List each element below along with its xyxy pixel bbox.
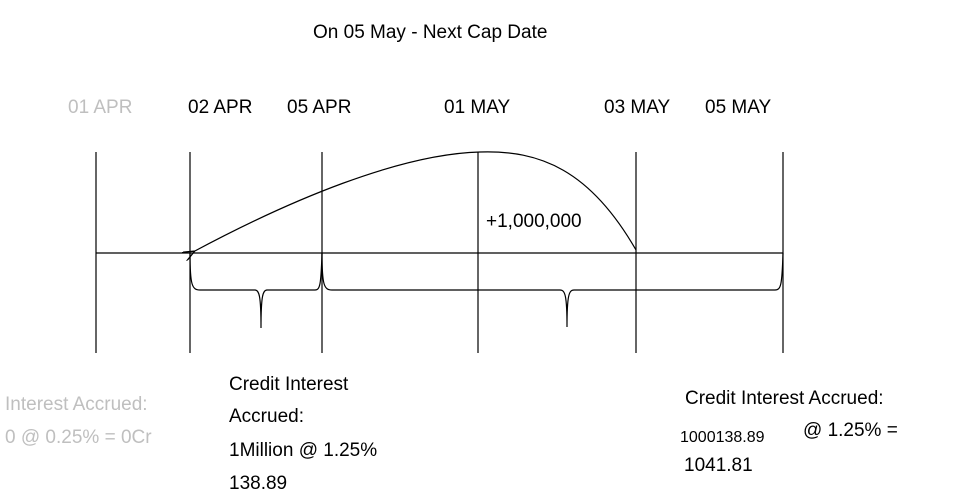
second-period-note-amount: 1000138.89 (680, 429, 765, 446)
brace-second-period (321, 252, 784, 328)
faded-note-line1: Interest Accrued: (5, 394, 148, 415)
second-period-note-result: 1041.81 (684, 455, 753, 476)
date-label-02-apr: 02 APR (188, 97, 253, 118)
first-period-note-line1: Credit Interest (229, 374, 349, 395)
faded-note-line2: 0 @ 0.25% = 0Cr (5, 427, 152, 448)
second-period-note-line1: Credit Interest Accrued: (685, 388, 884, 409)
diagram-title: On 05 May - Next Cap Date (313, 22, 548, 43)
brace-first-period (189, 252, 323, 329)
first-period-note-line4: 138.89 (229, 473, 288, 494)
date-label-01-may: 01 MAY (444, 97, 511, 118)
date-label-05-may: 05 MAY (705, 97, 772, 118)
date-label-05-apr: 05 APR (287, 97, 352, 118)
second-period-note-rate: @ 1.25% = (803, 420, 898, 441)
first-period-note-line2: Accrued: (229, 406, 304, 427)
first-period-note-line3: 1Million @ 1.25% (229, 440, 378, 461)
transfer-arrow (193, 151, 637, 252)
transfer-amount-label: +1,000,000 (486, 211, 582, 232)
date-label-03-may: 03 MAY (604, 97, 671, 118)
date-label-01-apr: 01 APR (68, 97, 133, 118)
